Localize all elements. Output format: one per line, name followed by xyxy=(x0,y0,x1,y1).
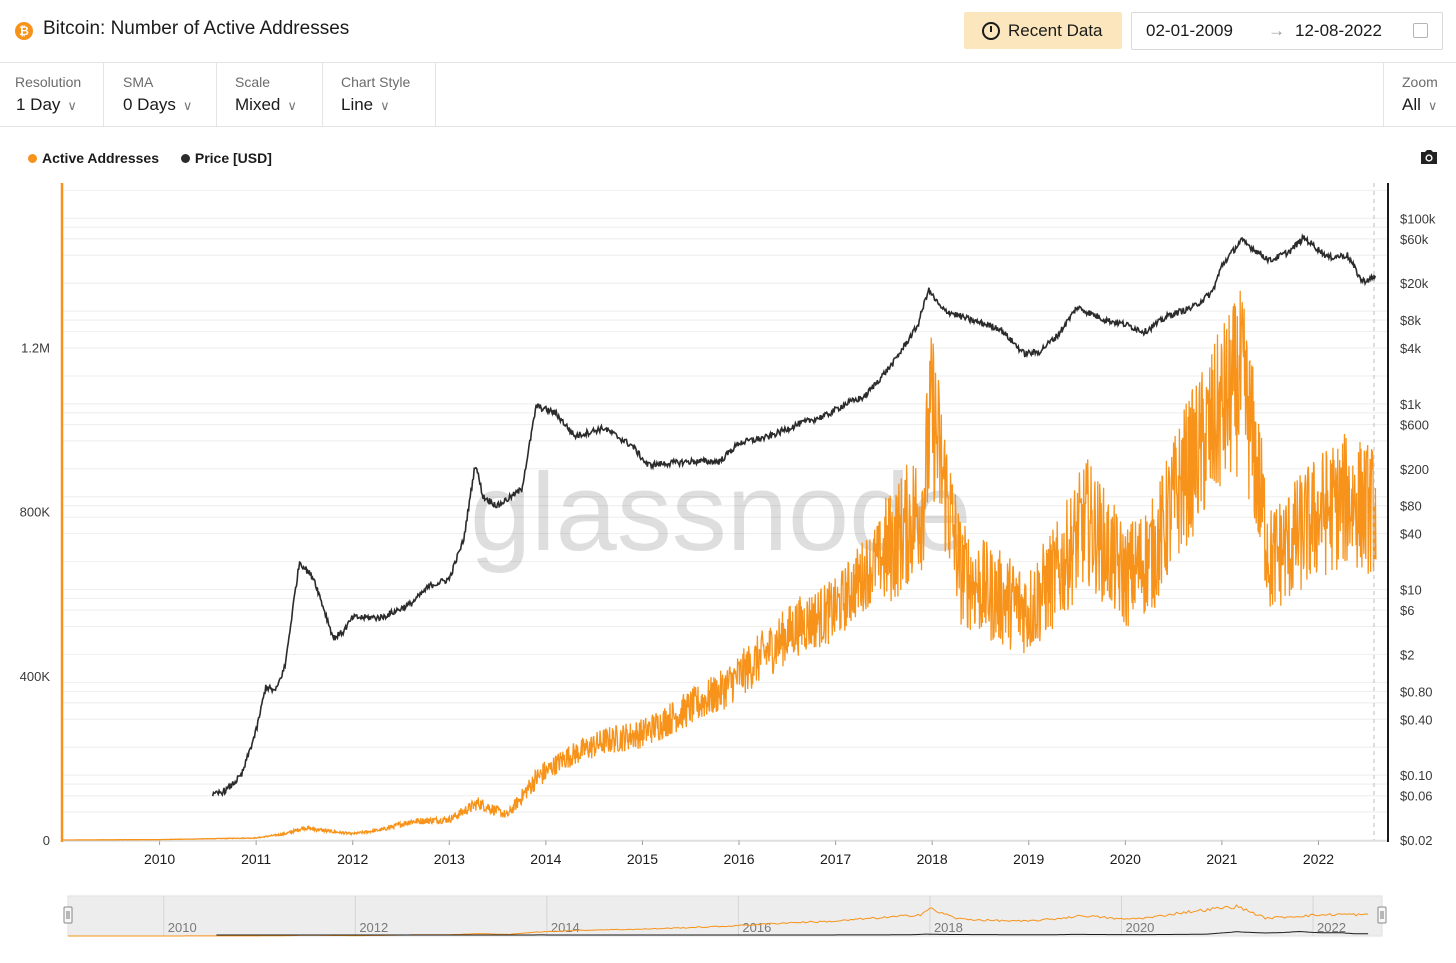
price-line[interactable] xyxy=(211,232,1377,797)
navigator-tick-label: 2016 xyxy=(742,920,771,935)
recent-data-label: Recent Data xyxy=(1008,21,1103,40)
range-navigator[interactable]: 2010 2012 2014 2016 2018 2020 2022 xyxy=(63,895,1387,937)
y-right-tick-label: $8k xyxy=(1400,313,1421,328)
date-range-picker[interactable]: 02-01-2009 → 12-08-2022 xyxy=(1131,12,1443,50)
resolution-label: Resolution xyxy=(15,74,82,90)
y-right-tick-label: $600 xyxy=(1400,417,1429,432)
bitcoin-icon: ₿ xyxy=(15,22,33,40)
y-left-tick-label: 800K xyxy=(20,505,51,520)
y-right-tick-label: $10 xyxy=(1400,583,1422,598)
resolution-value: 1 Day ∨ xyxy=(16,95,77,114)
chart-controls: Resolution 1 Day ∨ SMA 0 Days ∨ Scale Mixe… xyxy=(0,63,1456,127)
y-axis-right: $0.02 $0.06 $0.10 $0.40 $0.80 $2 $6 $10 $40 $80 $2… xyxy=(1400,211,1436,848)
zoom-value: All ∨ xyxy=(1402,95,1438,114)
chevron-down-icon: ∨ xyxy=(67,98,77,113)
legend-active-addresses[interactable]: Active Addresses xyxy=(28,150,159,166)
chart-title: Bitcoin: Number of Active Addresses xyxy=(43,18,350,39)
navigator-selection[interactable] xyxy=(68,896,1382,936)
x-tick-label: 2018 xyxy=(917,851,948,867)
chart-style-value: Line ∨ xyxy=(341,95,390,114)
y-right-tick-label: $0.02 xyxy=(1400,833,1433,848)
navigator-tick-label: 2018 xyxy=(934,920,963,935)
y-right-tick-label: $2 xyxy=(1400,647,1414,662)
y-right-tick-label: $20k xyxy=(1400,276,1429,291)
y-right-tick-label: $200 xyxy=(1400,462,1429,477)
date-to-input[interactable]: 12-08-2022 xyxy=(1295,21,1382,40)
zoom-label: Zoom xyxy=(1402,74,1438,90)
navigator-tick-label: 2020 xyxy=(1125,920,1154,935)
y-right-tick-label: $100k xyxy=(1400,211,1436,226)
chevron-down-icon: ∨ xyxy=(287,98,297,113)
y-right-tick-label: $80 xyxy=(1400,499,1422,514)
y-right-tick-label: $60k xyxy=(1400,232,1429,247)
legend-label: Price [USD] xyxy=(194,150,272,166)
chevron-down-icon: ∨ xyxy=(182,98,193,113)
y-right-tick-label: $40 xyxy=(1400,527,1422,542)
active-addresses-line[interactable] xyxy=(63,290,1377,841)
chevron-down-icon: ∨ xyxy=(1427,98,1438,113)
x-tick-label: 2020 xyxy=(1110,851,1141,867)
chart-style-label: Chart Style xyxy=(341,74,411,90)
navigator-tick-label: 2012 xyxy=(359,920,388,935)
x-tick-label: 2011 xyxy=(241,851,271,867)
x-tick-label: 2012 xyxy=(337,851,368,867)
sma-value: 0 Days ∨ xyxy=(123,95,193,114)
navigator-tick-label: 2010 xyxy=(168,920,197,935)
scale-label: Scale xyxy=(235,74,271,90)
y-right-tick-label: $0.10 xyxy=(1400,768,1433,783)
y-axis-left: 0 400K 800K 1.2M xyxy=(20,340,51,848)
chart-legend: Active Addresses Price [USD] xyxy=(28,150,290,166)
legend-dot-orange xyxy=(28,154,37,163)
navigator-handle[interactable] xyxy=(1377,906,1387,924)
y-right-tick-label: $6 xyxy=(1400,603,1414,618)
legend-label: Active Addresses xyxy=(42,150,159,166)
navigator-price-line xyxy=(216,930,1369,936)
x-tick-label: 2013 xyxy=(434,851,465,867)
x-tick-label: 2015 xyxy=(627,851,658,867)
y-right-tick-label: $4k xyxy=(1400,341,1421,356)
sma-label: SMA xyxy=(123,74,154,90)
x-tick-label: 2021 xyxy=(1206,851,1237,867)
x-tick-label: 2014 xyxy=(530,851,561,867)
navigator-tick-label: 2014 xyxy=(551,920,580,935)
y-right-tick-label: $1k xyxy=(1400,397,1421,412)
recent-data-button[interactable]: Recent Data xyxy=(964,12,1122,49)
x-tick-label: 2022 xyxy=(1303,851,1334,867)
date-arrow-icon: → xyxy=(1268,21,1285,40)
y-left-tick-label: 0 xyxy=(43,833,50,848)
navigator-handle[interactable] xyxy=(63,906,73,924)
x-tick-label: 2010 xyxy=(144,851,175,867)
legend-dot-black xyxy=(180,154,190,163)
resolution-dropdown[interactable]: Resolution 1 Day ∨ xyxy=(0,63,104,126)
chevron-down-icon: ∨ xyxy=(380,98,390,113)
y-right-tick-label: $0.06 xyxy=(1400,789,1433,804)
calendar-icon[interactable] xyxy=(1413,23,1428,38)
sma-dropdown[interactable]: SMA 0 Days ∨ xyxy=(104,63,217,126)
x-axis: 2010 2011 2012 2013 2014 2015 2016 2017 2018 2019… xyxy=(144,840,1334,867)
scale-value: Mixed ∨ xyxy=(235,95,297,114)
camera-icon[interactable] xyxy=(1419,148,1439,166)
y-right-tick-label: $0.40 xyxy=(1400,712,1433,727)
navigator-tick-label: 2022 xyxy=(1317,920,1346,935)
y-right-tick-label: $0.80 xyxy=(1400,684,1433,699)
navigator-addresses-line xyxy=(68,904,1369,937)
date-from-input[interactable]: 02-01-2009 xyxy=(1146,21,1233,40)
chart-header: ₿ Bitcoin: Number of Active Addresses Re… xyxy=(0,0,1456,63)
x-tick-label: 2017 xyxy=(820,851,851,867)
y-left-tick-label: 1.2M xyxy=(21,340,50,355)
axes-frame xyxy=(60,183,1389,842)
clock-icon xyxy=(982,22,1000,40)
scale-dropdown[interactable]: Scale Mixed ∨ xyxy=(217,63,323,126)
grid-lines xyxy=(63,189,1388,841)
legend-price[interactable]: Price [USD] xyxy=(180,150,272,166)
zoom-dropdown[interactable]: Zoom All ∨ xyxy=(1383,63,1456,126)
x-tick-label: 2016 xyxy=(723,851,754,867)
y-left-tick-label: 400K xyxy=(20,669,51,684)
chart-style-dropdown[interactable]: Chart Style Line ∨ xyxy=(323,63,436,126)
x-tick-label: 2019 xyxy=(1013,851,1044,867)
